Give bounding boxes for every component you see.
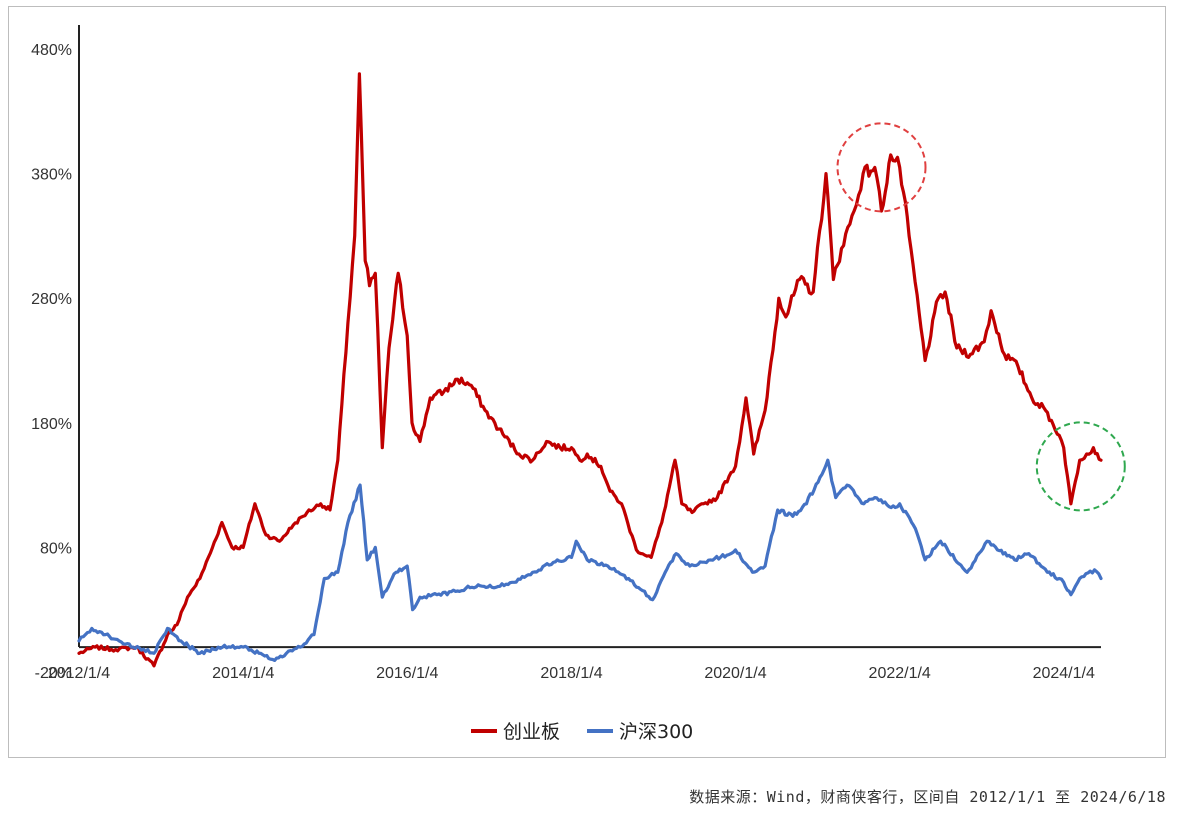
x-tick-label: 2022/1/4 [869,665,931,682]
series-line-chinext [77,72,1103,668]
source-note: 数据来源：Wind，财商侠客行，区间自 2012/1/1 至 2024/6/18 [689,788,1166,806]
legend-label: 创业板 [503,721,560,743]
recent-highlight-circle [1035,421,1126,512]
series-lines [77,72,1103,668]
x-tick-label: 2024/1/4 [1033,665,1095,682]
y-tick-label: 280% [31,291,72,308]
y-tick-label: 180% [31,416,72,433]
x-axis: 2012/1/4 2014/1/4 2016/1/4 2018/1/4 2020/1/4… [48,646,1101,682]
legend: 创业板 沪深300 [471,721,693,743]
x-tick-label: 2018/1/4 [540,665,602,682]
line-chart: 480% 380% 280% 180% 80% -20% 2012/1/4 2014/1/4… [31,25,1126,743]
y-tick-label: 480% [31,42,72,59]
x-tick-label: 2020/1/4 [704,665,766,682]
x-tick-label: 2016/1/4 [376,665,438,682]
peak-highlight-circle [836,122,927,213]
x-tick-label: 2012/1/4 [48,665,110,682]
legend-label: 沪深300 [619,721,693,743]
y-tick-label: 380% [31,167,72,184]
chart-frame: 480% 380% 280% 180% 80% -20% 2012/1/4 2014/1/4… [8,6,1166,758]
x-tick-label: 2014/1/4 [212,665,274,682]
y-tick-label: 80% [40,540,72,557]
y-tick-label: -20% [35,665,72,682]
series-line-csi300 [77,458,1103,663]
annotations [836,122,1126,512]
y-axis: 480% 380% 280% 180% 80% -20% [31,25,80,682]
